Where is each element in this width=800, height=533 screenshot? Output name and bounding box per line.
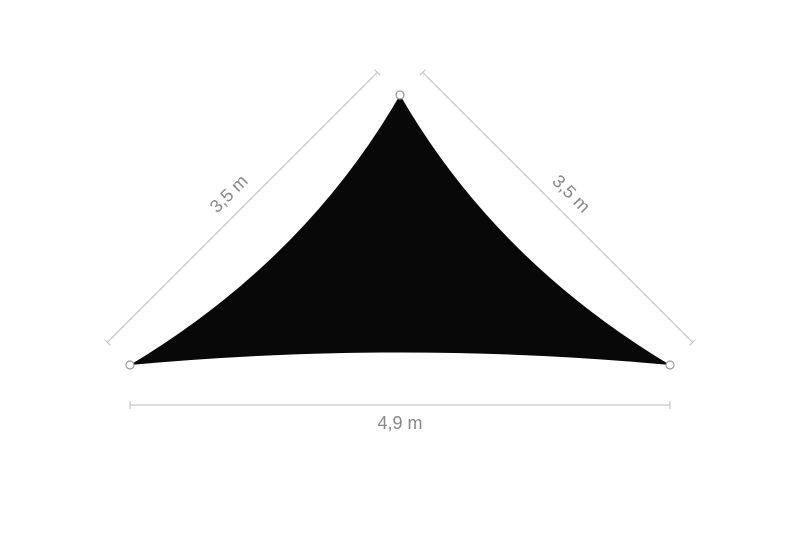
corner-ring-apex-icon xyxy=(396,91,404,99)
corner-ring-right-icon xyxy=(666,361,674,369)
dimension-label-right: 3,5 m xyxy=(548,171,594,217)
diagram-stage: 3,5 m 3,5 m 4,9 m xyxy=(0,0,800,533)
corner-ring-left-icon xyxy=(126,361,134,369)
dimension-label-bottom: 4,9 m xyxy=(377,413,422,433)
dimension-label-left: 3,5 m xyxy=(206,171,252,217)
dimension-bottom: 4,9 m xyxy=(130,401,670,433)
dimension-diagram-svg: 3,5 m 3,5 m 4,9 m xyxy=(0,0,800,533)
triangular-sail-shape xyxy=(130,95,670,365)
